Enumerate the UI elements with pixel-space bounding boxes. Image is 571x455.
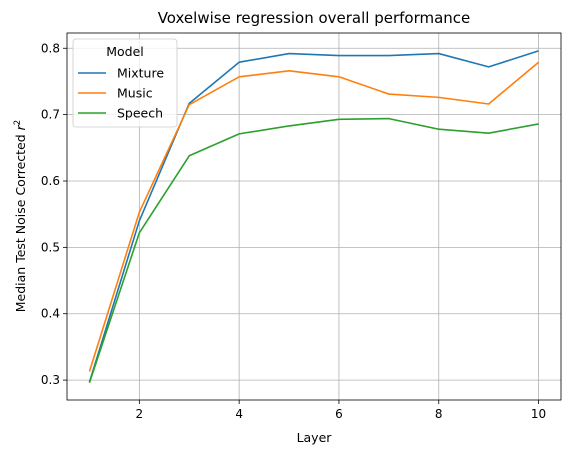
legend-label-music: Music — [117, 86, 153, 101]
x-axis-label: Layer — [297, 430, 333, 445]
x-tick-label: 4 — [235, 407, 243, 421]
y-axis-label: Median Test Noise Corrected r2 — [13, 120, 28, 312]
plot-frame — [66, 32, 562, 401]
y-tick-label: 0.7 — [41, 108, 60, 122]
y-tick-label: 0.3 — [41, 373, 60, 387]
legend-label-speech: Speech — [117, 106, 163, 121]
y-axis-ticks: 0.3 0.4 0.5 0.6 0.7 0.8 — [41, 41, 67, 387]
series-line-music — [88, 61, 540, 372]
x-tick-label: 2 — [136, 407, 144, 421]
legend-label-mixture: Mixture — [117, 66, 164, 81]
chart-title: Voxelwise regression overall performance — [158, 9, 471, 27]
y-tick-label: 0.6 — [41, 174, 60, 188]
y-axis-label-superscript: 2 — [13, 120, 23, 125]
y-tick-label: 0.5 — [41, 240, 60, 254]
series-layer — [88, 50, 540, 384]
y-axis-label-main: Median Test Noise Corrected — [13, 130, 28, 312]
legend-box — [72, 38, 178, 128]
legend-entries: Mixture Music Speech — [78, 66, 164, 121]
series-line-speech — [88, 117, 539, 384]
y-axis-label-symbol: r — [13, 124, 28, 130]
x-tick-label: 10 — [531, 407, 546, 421]
series-line-mixture — [88, 50, 539, 383]
y-tick-label: 0.4 — [41, 307, 60, 321]
x-tick-label: 8 — [435, 407, 443, 421]
x-axis-ticks: 2 4 6 8 10 — [136, 400, 546, 421]
y-tick-label: 0.8 — [41, 41, 60, 55]
legend: Model Mixture Music Speech — [72, 38, 178, 128]
x-tick-label: 6 — [335, 407, 343, 421]
legend-title: Model — [106, 44, 144, 59]
